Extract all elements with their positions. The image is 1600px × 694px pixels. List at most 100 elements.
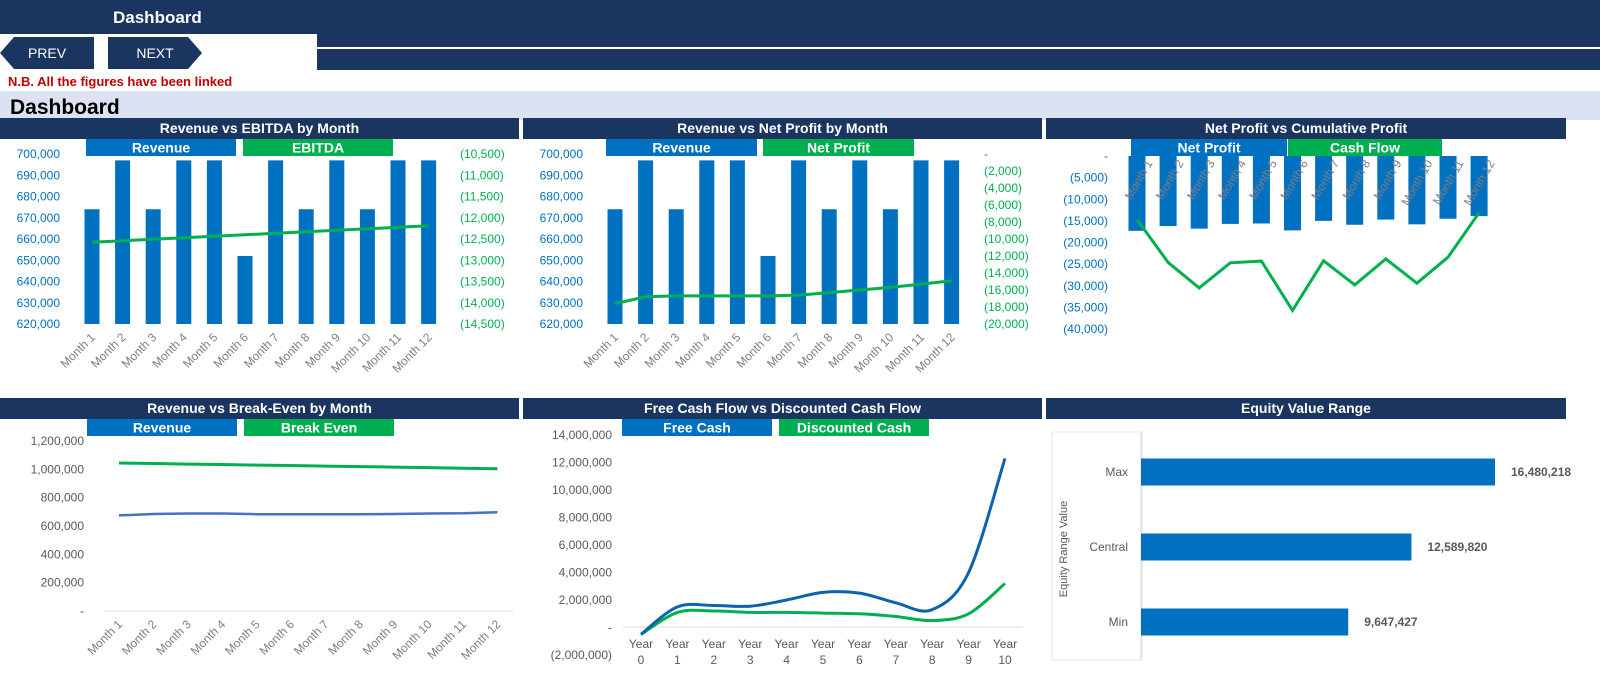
right-axis-tick: (20,000) — [984, 317, 1029, 331]
y-axis-tick: 8,000,000 — [559, 511, 613, 525]
left-axis-tick: 670,000 — [540, 211, 584, 225]
legend-green-swatch — [1288, 139, 1442, 156]
x-axis-label: Year — [920, 637, 944, 651]
left-axis-tick: 680,000 — [540, 190, 584, 204]
x-axis-label: Month 5 — [222, 617, 263, 658]
legend-label: EBITDA — [292, 140, 344, 156]
right-axis-tick: (11,000) — [460, 168, 504, 182]
net-profit-bar — [1128, 156, 1146, 231]
net-profit-bar — [1190, 156, 1208, 229]
revenue-bar — [699, 160, 715, 324]
y-axis-tick: - — [80, 604, 84, 618]
y-axis-tick: 600,000 — [41, 519, 85, 533]
legend-green-swatch — [763, 139, 914, 156]
x-axis-label: Year — [993, 637, 1017, 651]
net-profit-bar — [1315, 156, 1333, 221]
x-axis-label-number: 5 — [820, 653, 827, 667]
panel-title-revenue-ebitda: Revenue vs EBITDA by Month — [0, 118, 519, 139]
y-axis-tick: 4,000,000 — [559, 566, 613, 580]
revenue-bar — [760, 256, 776, 324]
y-axis-tick: (40,000) — [1063, 322, 1108, 336]
x-axis-label: Year — [811, 637, 835, 651]
legend-label: Net Profit — [807, 140, 870, 156]
equity-bar — [1141, 458, 1495, 486]
right-axis-tick: (13,000) — [460, 253, 505, 267]
left-axis-tick: 630,000 — [17, 296, 61, 310]
series-line — [91, 224, 429, 244]
panel-title-revenue-net-profit: Revenue vs Net Profit by Month — [523, 118, 1042, 139]
right-axis-tick: (12,000) — [984, 249, 1029, 263]
nav-divider — [317, 47, 1600, 49]
revenue-bar — [298, 209, 314, 324]
y-axis-tick: (2,000,000) — [551, 648, 612, 662]
legend-label: Discounted Cash — [797, 420, 911, 436]
value-label: 12,589,820 — [1427, 540, 1487, 554]
net-profit-bar — [1159, 156, 1177, 227]
y-axis-tick: 14,000,000 — [552, 428, 612, 442]
net-profit-bar — [1284, 156, 1301, 231]
y-axis-tick: - — [1104, 149, 1108, 163]
left-axis-tick: 620,000 — [17, 317, 61, 331]
legend-green-swatch — [244, 419, 394, 436]
revenue-bar — [821, 209, 837, 324]
x-axis-label-number: 10 — [998, 653, 1012, 667]
x-axis-label: Month 2 — [119, 617, 160, 658]
x-axis-label-number: 3 — [747, 653, 754, 667]
revenue-bar — [390, 160, 406, 324]
legend-label: Free Cash — [663, 420, 731, 436]
x-axis-label: Year — [847, 637, 871, 651]
y-axis-tick: (5,000) — [1070, 171, 1108, 185]
y-axis-tick: 2,000,000 — [559, 593, 613, 607]
legend-blue-swatch — [606, 139, 757, 156]
free-cash-line — [640, 457, 1007, 636]
revenue-bar — [729, 160, 745, 324]
left-axis-tick: 680,000 — [17, 190, 61, 204]
legend-green-swatch — [779, 419, 929, 436]
y-axis-tick: (10,000) — [1063, 192, 1108, 206]
x-axis-label: Month 1 — [85, 617, 126, 658]
right-axis-tick: (8,000) — [984, 215, 1022, 229]
y-axis-title: Equity Range Value — [1058, 501, 1070, 597]
x-axis-label-number: 7 — [892, 653, 899, 667]
legend-label: Break Even — [281, 420, 357, 436]
right-axis-tick: (4,000) — [984, 181, 1022, 195]
net-profit-bar — [1252, 156, 1270, 224]
x-axis-label: Year — [738, 637, 762, 651]
y-axis-tick: 6,000,000 — [559, 538, 613, 552]
next-button-label: NEXT — [136, 45, 174, 61]
y-axis-tick: (35,000) — [1063, 300, 1108, 314]
revenue-line — [118, 511, 498, 517]
right-axis-tick: (10,500) — [460, 147, 505, 161]
revenue-bar — [206, 160, 222, 324]
left-axis-tick: 640,000 — [540, 275, 584, 289]
x-axis-label: Year — [665, 637, 689, 651]
x-axis-label-number: 2 — [710, 653, 717, 667]
revenue-bar — [145, 209, 161, 324]
prev-button[interactable]: PREV — [0, 37, 94, 69]
panel-title-net-cumulative: Net Profit vs Cumulative Profit — [1046, 118, 1566, 139]
x-axis-label: Year — [956, 637, 980, 651]
y-axis-tick: 10,000,000 — [552, 483, 612, 497]
left-axis-tick: 700,000 — [17, 147, 61, 161]
net-profit-bar — [1439, 156, 1457, 219]
next-button[interactable]: NEXT — [108, 37, 202, 69]
left-axis-tick: 690,000 — [17, 168, 61, 182]
value-label: 16,480,218 — [1511, 465, 1571, 479]
legend-blue-swatch — [87, 419, 237, 436]
left-axis-tick: 670,000 — [17, 211, 61, 225]
legend-blue-swatch — [86, 139, 236, 156]
legend-label: Revenue — [652, 140, 711, 156]
y-axis-tick: - — [608, 621, 612, 635]
revenue-bar — [882, 209, 898, 324]
legend-blue-swatch — [622, 419, 772, 436]
legend-label: Revenue — [132, 140, 191, 156]
revenue-bar — [944, 160, 960, 324]
app-title: Dashboard — [113, 8, 202, 27]
dashboard-band — [0, 91, 1600, 120]
y-axis-tick: 400,000 — [41, 547, 85, 561]
revenue-bar — [607, 209, 623, 324]
x-axis-label-number: 1 — [674, 653, 681, 667]
right-axis-tick: (14,000) — [984, 266, 1029, 280]
revenue-bar — [913, 160, 929, 324]
x-axis-label-number: 6 — [856, 653, 863, 667]
